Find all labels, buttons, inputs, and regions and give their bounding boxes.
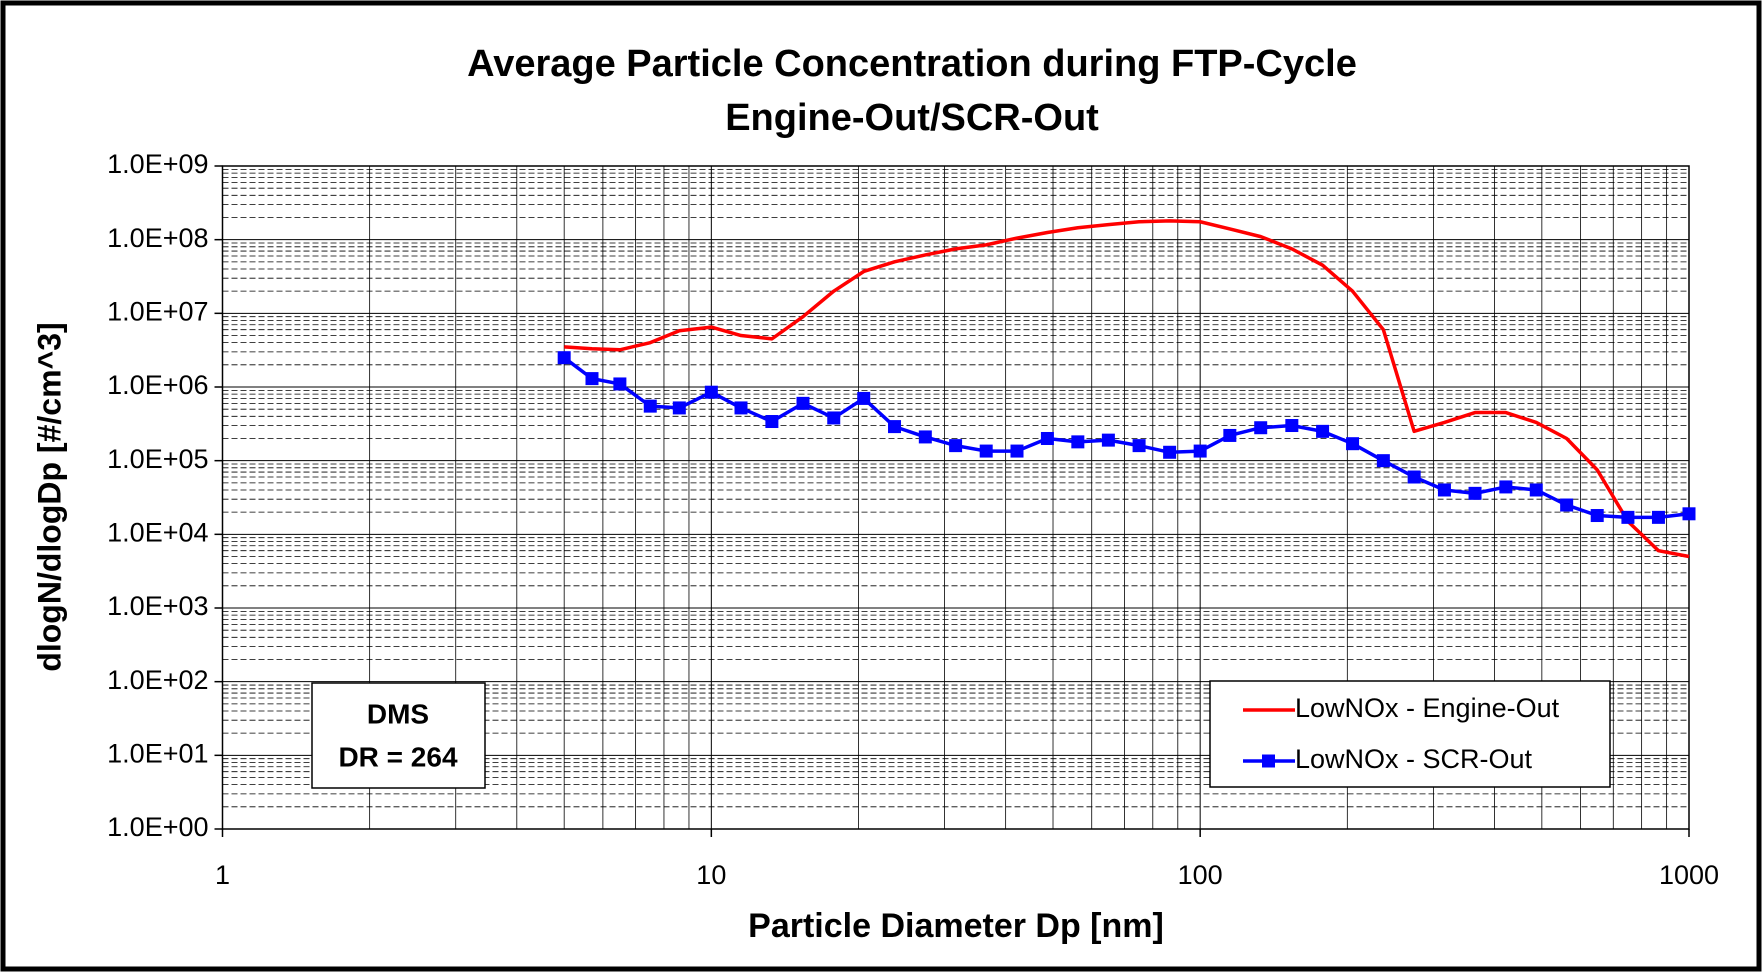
point (704, 385, 718, 399)
plot-border (221, 165, 1690, 830)
legend-marker (1262, 754, 1275, 768)
point (1040, 431, 1054, 445)
y-tick-label: 1.0E+02 (107, 665, 208, 695)
point (1376, 454, 1390, 468)
point (1529, 483, 1543, 497)
point (1407, 470, 1421, 484)
y-tick-label: 1.0E+08 (107, 223, 208, 253)
point (557, 351, 571, 365)
annotation: DMS (367, 698, 429, 729)
point (918, 430, 932, 444)
point (1285, 419, 1299, 433)
point (949, 439, 963, 453)
point (734, 401, 748, 415)
point (979, 444, 993, 458)
point (796, 396, 810, 410)
y-tick-label: 1.0E+09 (107, 149, 208, 179)
overlay: DMS DR = 264 LowNOx - Engine-Out LowNOx -… (311, 680, 1611, 789)
plot (557, 219, 1696, 559)
y-tick-label: 1.0E+05 (107, 444, 208, 474)
annotation-box (311, 682, 486, 789)
point (672, 401, 686, 415)
x-tick-label: 10 (696, 860, 726, 890)
point (1071, 435, 1085, 449)
point (1316, 424, 1330, 438)
point (1682, 507, 1696, 521)
y-axis-label: dlogN/dlogDp [#/cm^3] (31, 322, 67, 671)
point (585, 372, 599, 386)
point (1468, 486, 1482, 500)
legend-label: LowNOx - Engine-Out (1295, 693, 1560, 723)
point (1590, 509, 1604, 523)
point (1651, 510, 1665, 524)
point (643, 399, 657, 413)
chart-title: Average Particle Concentration during FT… (467, 43, 1357, 85)
y-tick-label: 1.0E+07 (107, 296, 208, 326)
grid: 1.0E+00 1.0E+01 1.0E+02 1.0E+03 1.0E+04 1.0E+… (107, 149, 1719, 890)
point (1132, 439, 1146, 453)
point (1101, 433, 1115, 447)
y-tick-label: 1.0E+01 (107, 738, 208, 768)
x-tick-label: 1000 (1659, 860, 1719, 890)
point (1163, 445, 1177, 459)
point (1223, 428, 1237, 442)
x-tick-label: 1 (215, 860, 230, 890)
y-tick-label: 1.0E+06 (107, 370, 208, 400)
x-axis-label: Particle Diameter Dp [nm] (748, 907, 1164, 945)
point (1254, 421, 1268, 435)
annotation: DR = 264 (338, 741, 457, 772)
y-tick-label: 1.0E+03 (107, 591, 208, 621)
legend-box (1209, 680, 1611, 788)
y-tick-label: 1.0E+04 (107, 517, 208, 547)
point (1437, 483, 1451, 497)
point (857, 391, 871, 405)
point (1010, 444, 1024, 458)
y-tick-label: 1.0E+00 (107, 812, 208, 842)
point (1499, 480, 1513, 494)
point (1193, 444, 1207, 458)
legend-label: LowNOx - SCR-Out (1295, 744, 1533, 774)
point (765, 415, 779, 429)
point (888, 420, 902, 434)
point (827, 411, 841, 425)
x-tick-label: 100 (1178, 860, 1223, 890)
chart-subtitle: Engine-Out/SCR-Out (725, 97, 1099, 139)
point (1346, 437, 1360, 451)
point (1621, 510, 1635, 524)
point (613, 377, 627, 391)
point (1560, 498, 1574, 512)
line (564, 219, 1690, 559)
